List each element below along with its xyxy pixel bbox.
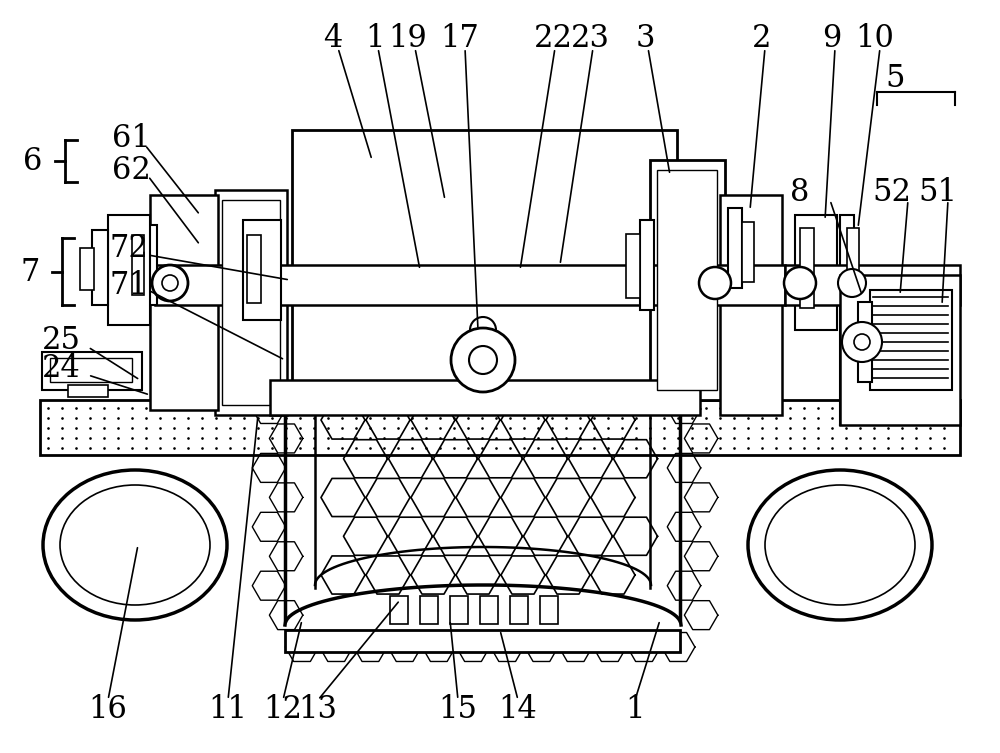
Ellipse shape (765, 485, 915, 605)
Text: 61: 61 (112, 123, 151, 154)
Ellipse shape (162, 275, 178, 291)
Bar (840, 215, 854, 305)
Bar (795, 215, 837, 330)
Text: 23: 23 (570, 23, 610, 53)
Text: 15: 15 (438, 694, 478, 725)
Bar (728, 208, 742, 288)
Text: 71: 71 (110, 270, 149, 300)
Bar (657, 170, 717, 390)
Bar (640, 220, 654, 310)
Bar (155, 265, 785, 305)
Bar (480, 596, 498, 624)
Text: 25: 25 (42, 325, 81, 355)
Text: 52: 52 (872, 176, 911, 208)
Bar (150, 195, 218, 410)
Bar (785, 265, 960, 305)
Text: 9: 9 (822, 23, 842, 53)
Text: 2: 2 (752, 23, 772, 53)
Text: 24: 24 (42, 352, 81, 383)
Bar (720, 195, 782, 415)
Ellipse shape (699, 267, 731, 299)
Bar (243, 220, 281, 320)
Text: 51: 51 (918, 176, 957, 208)
Text: 16: 16 (89, 694, 127, 725)
Ellipse shape (451, 328, 515, 392)
Bar (510, 596, 528, 624)
Text: 1: 1 (625, 694, 645, 725)
Ellipse shape (152, 265, 188, 301)
Ellipse shape (842, 322, 882, 362)
Ellipse shape (469, 346, 497, 374)
Text: 4: 4 (323, 23, 343, 53)
Text: 17: 17 (441, 23, 479, 53)
Bar (292, 130, 677, 400)
Text: 5: 5 (885, 62, 905, 93)
Text: 11: 11 (208, 694, 248, 725)
Text: 22: 22 (534, 23, 572, 53)
Bar (847, 228, 859, 288)
Bar (132, 235, 144, 295)
Bar (145, 225, 157, 305)
Bar (92, 230, 108, 305)
Bar (247, 235, 261, 303)
Text: 72: 72 (110, 233, 149, 264)
Text: 19: 19 (389, 23, 427, 53)
Bar (870, 290, 952, 390)
Ellipse shape (838, 269, 866, 297)
Bar (108, 215, 150, 325)
Bar (840, 275, 960, 425)
Text: 1: 1 (365, 23, 385, 53)
Bar (742, 222, 754, 282)
Bar (626, 234, 640, 298)
Text: 8: 8 (790, 176, 809, 208)
Text: 13: 13 (298, 694, 338, 725)
Text: 7: 7 (21, 257, 40, 288)
Bar (800, 228, 814, 308)
Bar (858, 302, 872, 382)
Bar (420, 596, 438, 624)
Ellipse shape (43, 470, 227, 620)
Text: 62: 62 (112, 154, 151, 185)
Bar (215, 190, 287, 415)
Text: 14: 14 (499, 694, 537, 725)
Text: 12: 12 (264, 694, 302, 725)
Bar (540, 596, 558, 624)
Bar (270, 380, 700, 415)
Text: 3: 3 (635, 23, 655, 53)
Bar (50, 358, 132, 382)
Bar (42, 352, 142, 390)
Bar (222, 200, 280, 405)
Ellipse shape (60, 485, 210, 605)
Ellipse shape (470, 317, 496, 343)
Bar (40, 400, 960, 455)
Ellipse shape (748, 470, 932, 620)
Text: 6: 6 (23, 145, 42, 176)
Text: 10: 10 (856, 23, 894, 53)
Bar (80, 248, 94, 290)
Bar (390, 596, 408, 624)
Bar (68, 385, 108, 397)
Bar (450, 596, 468, 624)
Bar (650, 160, 725, 400)
Ellipse shape (784, 267, 816, 299)
Bar (285, 630, 680, 652)
Ellipse shape (854, 334, 870, 350)
